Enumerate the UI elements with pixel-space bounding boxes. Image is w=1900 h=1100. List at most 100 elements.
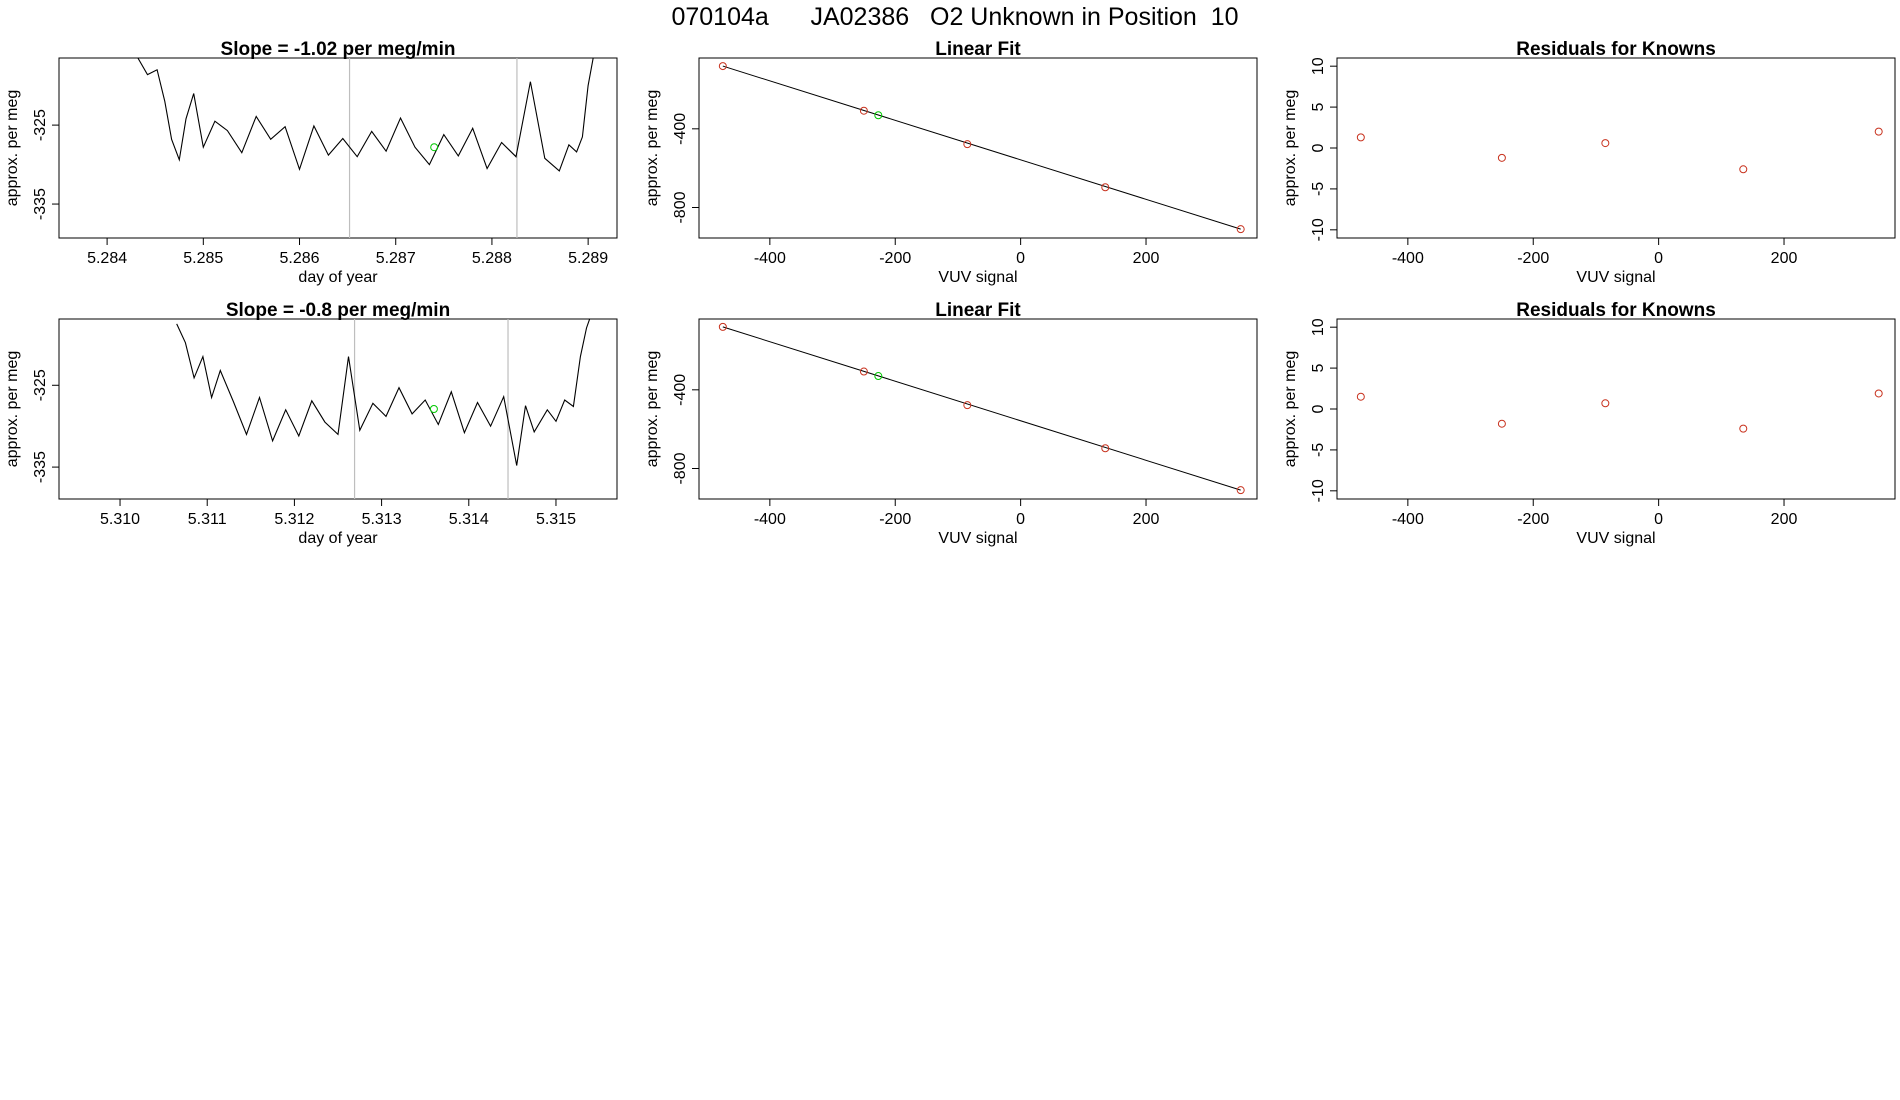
panel-row1-linear-fit: Linear Fit -400 -200 0 200 -400 -800 VUV signal… [644,39,1258,286]
panel-row1-timeseries: Slope = -1.02 per meg/min 5.284 5.285 5.286… [4,39,618,286]
x-tick-label: 0 [1654,250,1663,267]
known-point [718,322,727,331]
known-point [963,401,972,410]
y-tick-label: -800 [672,191,689,223]
residual-point [1601,139,1610,148]
plot-area [1356,389,1883,433]
panel-row2-linear-fit: Linear Fit -400 -200 0 200 -400 -800 VUV signal… [644,300,1258,547]
known-point [1101,183,1110,192]
known-point [1101,444,1110,453]
panel-title: Linear Fit [935,39,1021,60]
y-axis-label: approx. per meg [1282,90,1299,207]
known-point [859,106,868,115]
y-tick-label: -400 [672,374,689,406]
x-axis-label: VUV signal [938,269,1017,286]
residual-point [1601,399,1610,408]
panel-title: Linear Fit [935,300,1021,321]
plot-frame [698,57,1258,239]
y-tick-label: -325 [32,109,49,141]
x-tick-label: 5.310 [100,511,140,528]
panel-title: Slope = -0.8 per meg/min [226,300,450,321]
panels: Slope = -1.02 per meg/min 5.284 5.285 5.286… [4,39,1896,547]
x-axis-label: VUV signal [938,530,1017,547]
plot-frame [1336,57,1896,239]
y-axis-label: approx. per meg [644,351,661,468]
residual-point [1497,153,1506,162]
x-tick-label: 5.284 [87,250,127,267]
x-tick-label: 5.315 [536,511,576,528]
y-tick-label: -325 [32,369,49,401]
y-tick-label: -400 [672,113,689,145]
unknown-point [874,372,883,381]
y-tick-label: -335 [32,188,49,220]
x-tick-label: -200 [879,250,911,267]
x-tick-label: -200 [1517,511,1549,528]
plot-frame [58,318,618,500]
x-tick-label: 5.311 [188,511,227,528]
x-tick-label: 5.285 [183,250,223,267]
x-tick-label: -400 [754,511,786,528]
x-tick-label: 0 [1654,511,1663,528]
plot-area [137,58,594,238]
residual-point [1356,133,1365,142]
y-tick-label: -10 [1310,479,1327,502]
y-axis-label: approx. per meg [4,90,21,207]
residual-point [1739,165,1748,174]
x-tick-label: -400 [754,250,786,267]
known-point [1236,225,1245,234]
x-tick-label: 5.286 [279,250,319,267]
plot-frame [1336,318,1896,500]
residual-point [1874,127,1883,136]
panel-title: Residuals for Knowns [1516,39,1716,60]
x-tick-label: 5.312 [274,511,314,528]
x-axis-label: day of year [298,269,378,286]
y-tick-label: 5 [1310,103,1327,112]
unknown-point [429,405,438,413]
x-tick-label: 200 [1133,250,1160,267]
series-line [137,58,594,172]
panel-title: Residuals for Knowns [1516,300,1716,321]
residual-point [1356,392,1365,401]
series-line [176,319,591,466]
y-axis-label: approx. per meg [1282,351,1299,468]
plot-area [1356,127,1883,174]
x-tick-label: 0 [1016,511,1025,528]
panel-row2-timeseries: Slope = -0.8 per meg/min 5.310 5.311 5.312 5… [4,300,618,547]
x-tick-label: 5.289 [568,250,608,267]
unknown-point [430,143,439,152]
x-axis-label: VUV signal [1576,530,1655,547]
figure-title: 070104a JA02386 O2 Unknown in Position 1… [671,3,1238,31]
residual-point [1497,419,1506,428]
panel-row1-residuals: Residuals for Knowns -400 -200 0 200 10 5 0 -5 -1… [1282,39,1896,286]
plot-area [176,319,591,499]
x-tick-label: 0 [1016,250,1025,267]
y-tick-label: -800 [672,452,689,484]
residual-point [1739,424,1748,433]
residual-point [1874,389,1883,398]
known-point [1236,486,1245,495]
x-tick-label: -400 [1392,511,1424,528]
x-tick-label: 200 [1133,511,1160,528]
y-axis-label: approx. per meg [644,90,661,207]
x-tick-label: -400 [1392,250,1424,267]
x-tick-label: -200 [1517,250,1549,267]
y-tick-label: -10 [1310,218,1327,241]
plot-area [718,62,1245,234]
x-tick-label: 5.313 [362,511,402,528]
y-tick-label: -5 [1310,443,1327,457]
x-tick-label: 200 [1771,511,1798,528]
panel-row2-residuals: Residuals for Knowns -400 -200 0 200 10 5 0 -5 -1… [1282,300,1896,547]
x-tick-label: 5.287 [376,250,416,267]
y-tick-label: 10 [1310,318,1327,336]
x-axis-label: day of year [298,530,378,547]
plot-frame [698,318,1258,500]
y-tick-label: 5 [1310,364,1327,373]
plot-area [718,322,1245,495]
x-tick-label: 5.288 [472,250,512,267]
y-tick-label: 10 [1310,57,1327,75]
x-tick-label: 200 [1771,250,1798,267]
known-point [859,367,868,376]
fit-line [722,326,1241,491]
fit-line [722,65,1241,230]
